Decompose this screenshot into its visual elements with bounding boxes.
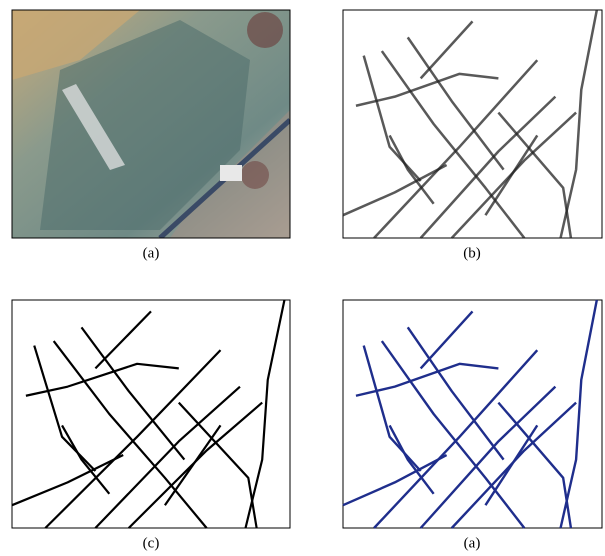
satellite-image	[12, 10, 290, 238]
road-line	[419, 20, 474, 80]
road-line	[355, 362, 499, 397]
road-line	[362, 55, 422, 182]
road-line	[373, 59, 539, 239]
road-line	[177, 401, 258, 529]
road-line	[11, 454, 124, 507]
road-line	[380, 340, 526, 529]
road-line	[497, 111, 573, 239]
edge-map	[342, 9, 599, 239]
road-line	[94, 310, 152, 370]
panel-border	[11, 299, 291, 529]
road-line	[559, 299, 598, 529]
road-line	[61, 424, 111, 495]
road-line	[25, 362, 179, 397]
road-line	[450, 111, 577, 239]
road-line	[373, 349, 539, 529]
road-line	[450, 401, 577, 529]
road-line	[163, 424, 222, 506]
panel-border	[11, 9, 291, 239]
road-line	[497, 401, 573, 529]
road-line	[406, 36, 505, 171]
road-line	[484, 134, 539, 216]
road-line	[127, 401, 263, 529]
panel-border	[342, 9, 603, 239]
road-line	[80, 326, 186, 461]
caption: (a)	[464, 535, 481, 551]
road-line	[406, 326, 505, 461]
caption: (a)	[143, 245, 160, 261]
road-line	[388, 134, 435, 205]
road-line	[419, 310, 474, 370]
road-line	[388, 424, 435, 495]
road-line	[342, 453, 448, 507]
road-line	[380, 50, 526, 239]
vector-road-map	[342, 299, 598, 529]
road-line	[362, 345, 422, 472]
road-line	[33, 345, 97, 472]
road-line	[94, 385, 241, 529]
binary-road-map	[11, 299, 286, 529]
road-line	[52, 340, 208, 529]
road-line	[419, 95, 557, 239]
panel-border	[342, 299, 603, 529]
road-line	[244, 299, 286, 529]
road-line	[419, 385, 557, 529]
caption: (c)	[143, 535, 160, 551]
road-line	[44, 349, 222, 529]
caption: (b)	[463, 245, 481, 261]
road-line	[342, 163, 448, 217]
road-line	[559, 9, 599, 239]
road-line	[484, 424, 539, 506]
